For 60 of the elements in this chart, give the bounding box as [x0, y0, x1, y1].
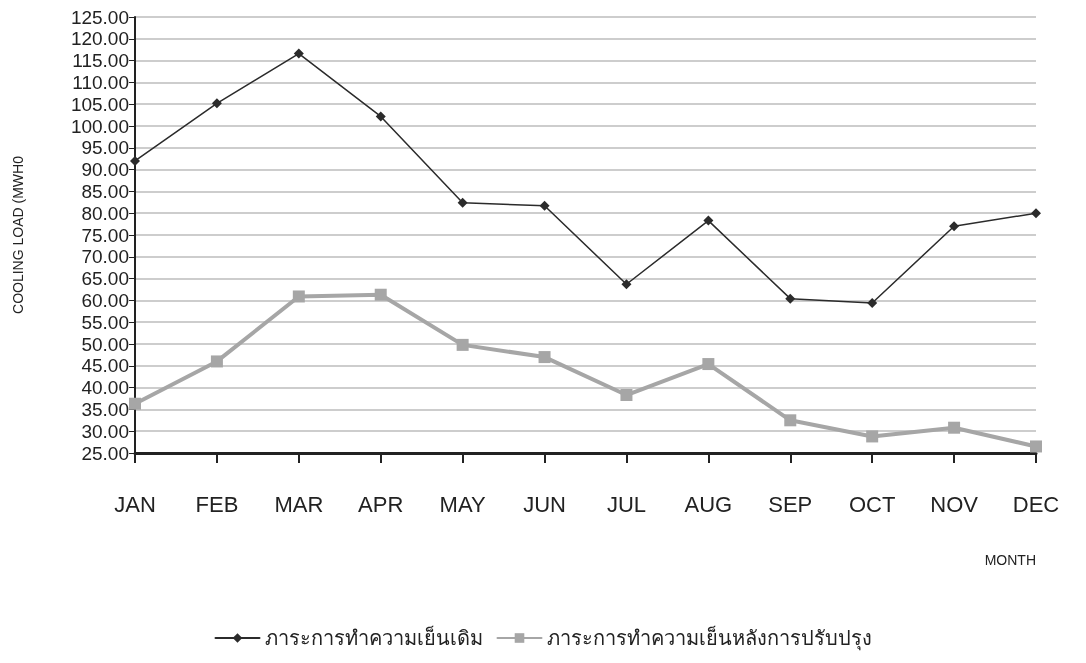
point	[375, 111, 386, 122]
y-tick-label: 55.00	[81, 311, 129, 333]
x-tick-label: DEC	[1012, 491, 1060, 517]
y-axis-title: COOLING LOAD (MWH0	[10, 155, 26, 314]
point	[539, 200, 550, 211]
y-tick-label: 125.00	[70, 6, 129, 28]
point	[457, 197, 468, 208]
x-tick-label: OCT	[848, 491, 896, 517]
x-tick-label: MAY	[439, 491, 486, 517]
point	[784, 414, 797, 427]
y-tick-label: 105.00	[70, 93, 129, 115]
point	[702, 358, 715, 371]
point	[456, 338, 469, 351]
x-tick-label: APR	[358, 491, 404, 517]
point	[948, 421, 961, 434]
x-tick-label: JAN	[114, 491, 156, 517]
point	[293, 48, 304, 59]
legend-label: ภาระการทำความเย็นหลังการปรับปรุง	[546, 625, 872, 651]
point	[703, 215, 714, 226]
point	[1031, 208, 1041, 219]
legend-label: ภาระการทำความเย็นเดิม	[264, 625, 483, 649]
y-tick-label: 75.00	[81, 224, 129, 246]
point	[866, 430, 879, 443]
point	[292, 290, 305, 303]
y-tick-label: 80.00	[81, 202, 129, 224]
y-tick-label: 95.00	[81, 137, 129, 159]
y-tick-label: 45.00	[81, 355, 129, 377]
y-tick-label: 50.00	[81, 333, 129, 355]
y-tick-label: 90.00	[81, 159, 129, 181]
y-tick-label: 110.00	[72, 71, 129, 93]
point	[785, 293, 796, 304]
y-tick-label: 70.00	[81, 246, 129, 268]
point	[129, 397, 141, 410]
point	[210, 355, 223, 368]
y-tick-label: 40.00	[81, 377, 129, 399]
y-tick-label: 115.00	[72, 50, 129, 72]
x-tick-label: SEP	[768, 491, 813, 517]
x-axis-title: MONTH	[984, 552, 1036, 568]
point	[374, 288, 387, 301]
point	[211, 98, 222, 109]
y-tick-label: 120.00	[70, 28, 129, 50]
y-tick-label: 85.00	[81, 180, 129, 202]
y-tick-label: 65.00	[81, 268, 129, 290]
x-tick-label: AUG	[684, 491, 733, 517]
y-tick-label: 100.00	[70, 115, 129, 137]
point	[1030, 440, 1042, 453]
x-tick-label: FEB	[195, 491, 239, 517]
point	[867, 298, 878, 309]
y-tick-label: 35.00	[81, 398, 129, 420]
x-tick-label: JUL	[606, 491, 647, 517]
point	[621, 279, 632, 290]
y-tick-label: 60.00	[81, 289, 129, 311]
x-tick-label: MAR	[274, 491, 324, 517]
point	[949, 221, 960, 232]
y-tick-label: 25.00	[81, 442, 129, 464]
point	[620, 389, 633, 402]
y-tick-label: 30.00	[81, 420, 129, 442]
x-tick-label: NOV	[930, 491, 979, 517]
x-tick-label: JUN	[523, 491, 566, 517]
point	[538, 351, 551, 364]
